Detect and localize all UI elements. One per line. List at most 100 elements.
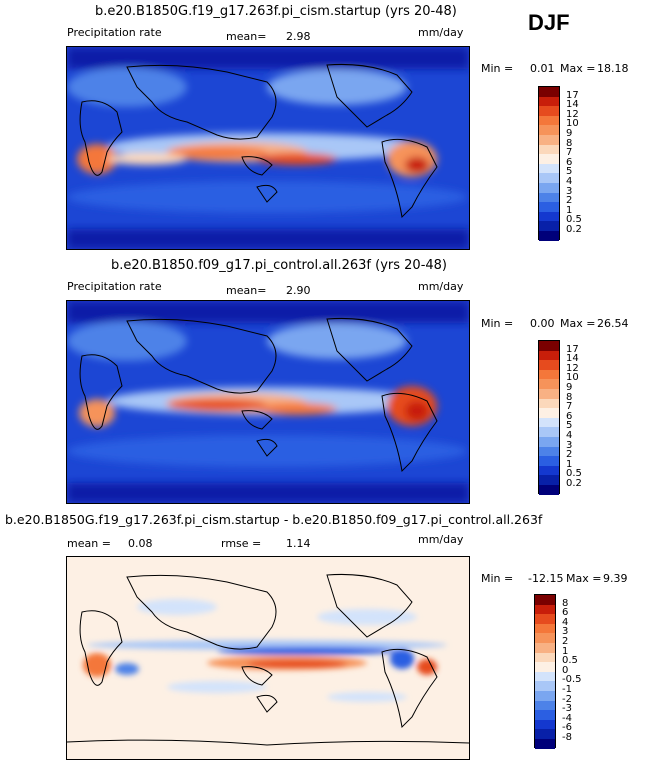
legend-swatch — [535, 738, 555, 749]
max-value: 26.54 — [597, 317, 629, 330]
legend-label: 3 — [566, 185, 573, 197]
min-label: Min = — [481, 62, 514, 75]
legend-swatch — [539, 192, 559, 203]
legend-label: 14 — [566, 99, 579, 111]
mean-value: 2.98 — [286, 30, 311, 43]
legend-label: -8 — [562, 732, 572, 743]
legend-label: 10 — [566, 372, 579, 384]
legend-label: 1 — [566, 458, 573, 470]
legend-swatch — [535, 719, 555, 730]
legend-swatch — [539, 427, 559, 437]
legend-label: 6 — [562, 607, 569, 619]
legend-label: 0.2 — [566, 478, 582, 489]
legend-label: 0.5 — [566, 214, 582, 226]
variable-label: Precipitation rate — [67, 280, 162, 293]
legend-swatch — [539, 202, 559, 212]
legend-swatch — [539, 484, 559, 495]
legend-label: -0.5 — [562, 674, 582, 686]
panel-title: b.e20.B1850G.f19_g17.263f.pi_cism.startu… — [95, 4, 457, 19]
legend-label: -6 — [562, 722, 572, 734]
max-value: 18.18 — [597, 62, 629, 75]
units-label: mm/day — [418, 280, 464, 293]
legend-swatch — [535, 614, 555, 624]
legend-swatch — [539, 465, 559, 476]
coastlines — [67, 573, 469, 746]
mean-label: mean= — [226, 284, 267, 297]
legend-label: 2 — [566, 449, 573, 461]
min-value: 0.00 — [530, 317, 555, 330]
legend-swatch — [535, 652, 555, 663]
mean-value: 2.90 — [286, 284, 311, 297]
legend-label: -1 — [562, 684, 572, 695]
min-value: 0.01 — [530, 62, 555, 75]
legend-swatch — [535, 642, 555, 653]
legend-label: -3 — [562, 703, 572, 715]
legend-label: 0.5 — [562, 655, 578, 667]
legend-label: 3 — [562, 626, 569, 638]
legend-label: 2 — [562, 636, 569, 647]
legend-label: 17 — [566, 343, 579, 355]
legend-swatch — [539, 408, 559, 418]
legend-colorbar — [538, 86, 560, 241]
legend-label: 14 — [566, 353, 579, 365]
legend-label: 12 — [566, 362, 579, 374]
max-value: 9.39 — [603, 572, 628, 585]
legend-swatch — [539, 125, 559, 135]
legend-swatch — [539, 350, 559, 361]
legend-swatch — [539, 182, 559, 193]
legend-label: 17 — [566, 89, 579, 101]
legend-label: 5 — [566, 420, 573, 432]
legend-label: 2 — [566, 195, 573, 207]
legend-label: 3 — [566, 439, 573, 451]
legend-label: 10 — [566, 118, 579, 130]
legend-label: 0.2 — [566, 224, 582, 235]
legend-swatch — [539, 341, 559, 351]
precipitation-map — [66, 300, 470, 504]
legend-label: 4 — [566, 430, 573, 441]
legend-label: 12 — [566, 108, 579, 120]
legend-swatch — [539, 379, 559, 389]
legend-label: 4 — [566, 176, 573, 187]
units-label: mm/day — [418, 26, 464, 39]
legend-label: 6 — [566, 156, 573, 168]
legend-label: 9 — [566, 382, 573, 393]
legend-swatch — [535, 700, 555, 711]
legend-swatch — [535, 690, 555, 701]
coastlines — [79, 63, 438, 219]
legend-label: -2 — [562, 693, 572, 705]
rmse-label: rmse = — [221, 537, 262, 550]
mean-label: mean= — [226, 30, 267, 43]
legend-swatch — [539, 398, 559, 409]
panel-title: b.e20.B1850.f09_g17.pi_control.all.263f … — [111, 258, 448, 273]
legend-colorbar — [538, 340, 560, 495]
map-canvas — [67, 301, 469, 503]
legend-swatch — [535, 633, 555, 643]
legend-swatch — [539, 436, 559, 447]
legend-colorbar — [534, 594, 556, 749]
difference-map — [66, 556, 470, 760]
legend-swatch — [539, 417, 559, 428]
legend-swatch — [535, 729, 555, 739]
legend-swatch — [539, 369, 559, 380]
coastlines — [79, 317, 438, 473]
legend-swatch — [535, 710, 555, 720]
legend-swatch — [535, 671, 555, 682]
legend-swatch — [539, 134, 559, 145]
legend-label: 6 — [566, 410, 573, 422]
legend-swatch — [539, 456, 559, 466]
legend-swatch — [539, 230, 559, 241]
legend-swatch — [539, 475, 559, 485]
panel-title: b.e20.B1850G.f19_g17.263f.pi_cism.startu… — [5, 512, 543, 527]
legend-swatch — [539, 446, 559, 457]
legend-label: 7 — [566, 147, 573, 159]
max-label: Max = — [560, 62, 596, 75]
mean-value: 0.08 — [128, 537, 153, 550]
season-label: DJF — [528, 10, 570, 35]
legend-swatch — [539, 106, 559, 116]
legend-label: 1 — [566, 204, 573, 216]
legend-swatch — [535, 662, 555, 672]
legend-swatch — [535, 681, 555, 691]
legend-swatch — [539, 87, 559, 97]
legend-swatch — [539, 96, 559, 107]
legend-swatch — [535, 604, 555, 615]
